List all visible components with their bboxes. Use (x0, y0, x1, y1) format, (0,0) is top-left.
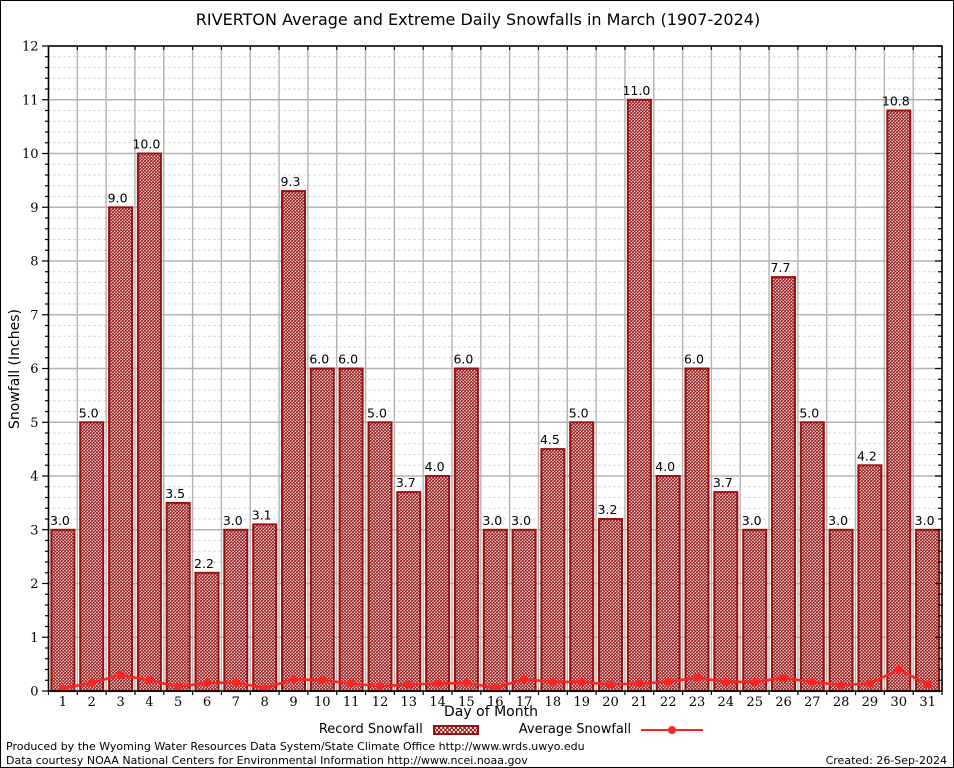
svg-text:30: 30 (891, 695, 908, 710)
legend: Record Snowfall Average Snowfall (81, 722, 941, 737)
svg-text:26: 26 (775, 695, 792, 710)
svg-text:5.0: 5.0 (79, 405, 99, 420)
chart-plot-area: 3.0 5.0 9.0 10.0 3.5 2.2 3.0 3.1 9.3 6.0 6.0 5.0 3.7… (22, 40, 943, 710)
svg-text:10: 10 (314, 695, 331, 710)
footer-created-date: Created: 26-Sep-2024 (825, 754, 947, 767)
footer-data-courtesy: Data courtesy NOAA National Centers for … (6, 754, 528, 767)
svg-text:8: 8 (261, 695, 269, 710)
svg-text:3.7: 3.7 (713, 475, 733, 490)
svg-text:22: 22 (660, 695, 677, 710)
svg-text:10.0: 10.0 (132, 137, 160, 152)
svg-text:3.1: 3.1 (252, 507, 272, 522)
svg-text:3.0: 3.0 (482, 513, 502, 528)
svg-text:5.0: 5.0 (367, 405, 387, 420)
svg-text:11.0: 11.0 (622, 83, 650, 98)
svg-text:5.0: 5.0 (799, 405, 819, 420)
svg-text:12: 12 (22, 40, 39, 55)
svg-text:3.0: 3.0 (742, 513, 762, 528)
svg-text:10.8: 10.8 (882, 94, 910, 109)
svg-text:6.0: 6.0 (684, 352, 704, 367)
svg-text:15: 15 (458, 695, 475, 710)
svg-text:0: 0 (30, 685, 38, 700)
svg-text:31: 31 (919, 695, 936, 710)
svg-text:3: 3 (30, 523, 38, 538)
svg-text:2.2: 2.2 (194, 556, 214, 571)
svg-text:19: 19 (573, 695, 590, 710)
svg-text:3.0: 3.0 (828, 513, 848, 528)
svg-text:21: 21 (631, 695, 648, 710)
svg-text:4: 4 (30, 470, 38, 485)
x-axis-title: Day of Month (444, 704, 538, 720)
svg-text:7.7: 7.7 (771, 260, 791, 275)
svg-text:29: 29 (862, 695, 879, 710)
svg-text:10: 10 (22, 147, 39, 162)
legend-average-label: Average Snowfall (518, 722, 632, 737)
svg-text:11: 11 (22, 93, 39, 108)
svg-text:2: 2 (88, 695, 96, 710)
svg-text:20: 20 (602, 695, 619, 710)
svg-text:3.7: 3.7 (396, 475, 416, 490)
svg-text:8: 8 (30, 255, 38, 270)
legend-average-snowfall: Average Snowfall (518, 722, 704, 737)
svg-text:25: 25 (746, 695, 763, 710)
svg-text:9: 9 (289, 695, 297, 710)
svg-text:9.0: 9.0 (108, 190, 128, 205)
svg-text:5: 5 (174, 695, 182, 710)
svg-text:7: 7 (30, 308, 38, 323)
svg-text:7: 7 (232, 695, 240, 710)
svg-text:4.2: 4.2 (857, 448, 877, 463)
svg-text:3.0: 3.0 (50, 513, 70, 528)
record-snowfall-swatch-icon (432, 724, 479, 735)
svg-text:5: 5 (30, 416, 38, 431)
svg-text:23: 23 (689, 695, 706, 710)
svg-text:28: 28 (833, 695, 850, 710)
svg-text:3.5: 3.5 (165, 486, 185, 501)
svg-text:27: 27 (804, 695, 821, 710)
svg-text:4.5: 4.5 (540, 432, 560, 447)
svg-text:17: 17 (516, 695, 533, 710)
svg-text:3.0: 3.0 (511, 513, 531, 528)
svg-text:14: 14 (429, 695, 446, 710)
svg-text:9: 9 (30, 201, 38, 216)
legend-record-snowfall: Record Snowfall (319, 722, 479, 737)
average-snowfall-line-icon (641, 725, 704, 735)
svg-text:1: 1 (59, 695, 67, 710)
chart-title: RIVERTON Average and Extreme Daily Snowf… (195, 10, 761, 29)
y-axis-title: Snowfall (Inches) (7, 309, 23, 429)
svg-text:12: 12 (372, 695, 389, 710)
footer-produced-by: Produced by the Wyoming Water Resources … (6, 740, 585, 753)
svg-text:2: 2 (30, 577, 38, 592)
svg-text:11: 11 (343, 695, 360, 710)
svg-text:18: 18 (545, 695, 562, 710)
svg-text:1: 1 (30, 631, 38, 646)
svg-text:5.0: 5.0 (569, 405, 589, 420)
svg-text:9.3: 9.3 (281, 174, 301, 189)
svg-text:6: 6 (30, 362, 38, 377)
svg-text:13: 13 (401, 695, 418, 710)
legend-record-label: Record Snowfall (318, 722, 423, 737)
svg-text:3.0: 3.0 (223, 513, 243, 528)
svg-text:6: 6 (203, 695, 211, 710)
svg-text:16: 16 (487, 695, 504, 710)
svg-text:3.2: 3.2 (598, 502, 618, 517)
svg-text:4: 4 (145, 695, 153, 710)
svg-text:3: 3 (116, 695, 124, 710)
svg-text:24: 24 (718, 695, 735, 710)
svg-text:4.0: 4.0 (425, 459, 445, 474)
svg-text:4.0: 4.0 (655, 459, 675, 474)
svg-text:6.0: 6.0 (453, 352, 473, 367)
svg-text:6.0: 6.0 (309, 352, 329, 367)
svg-text:3.0: 3.0 (915, 513, 935, 528)
svg-text:6.0: 6.0 (338, 352, 358, 367)
